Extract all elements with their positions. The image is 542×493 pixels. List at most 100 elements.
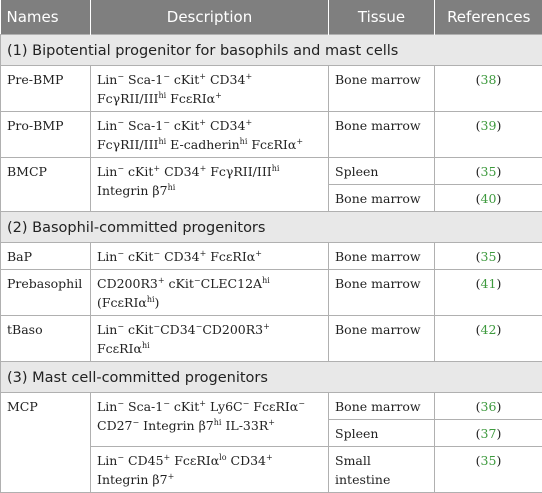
cell-reference: (35)	[435, 243, 542, 270]
marker-text: cKit	[124, 249, 153, 264]
cell-description: Lin− Sca-1− cKit+ Ly6C− FcεRIα− CD27− In…	[91, 393, 329, 447]
marker-superscript: +	[255, 249, 262, 258]
reference-link[interactable]: 36	[481, 399, 497, 414]
reference-link[interactable]: 37	[481, 426, 497, 441]
marker-superscript: +	[266, 453, 273, 462]
marker-text: cKit	[165, 276, 194, 291]
cell-reference: (35)	[435, 447, 542, 493]
marker-text: cKit	[124, 322, 153, 337]
marker-text: Lin	[97, 164, 117, 179]
reference-link[interactable]: 41	[481, 276, 497, 291]
marker-text: cKit	[170, 118, 199, 133]
marker-text: Integrin β7	[97, 183, 168, 198]
marker-text: FcεRIα	[170, 453, 219, 468]
marker-text: cKit	[124, 164, 153, 179]
marker-text: CD34	[206, 118, 245, 133]
cell-reference: (36)	[435, 393, 542, 420]
marker-text: FcεRIα	[247, 137, 296, 152]
table-row: Pre-BMP Lin− Sca-1− cKit+ CD34+ FcγRII/I…	[1, 66, 542, 112]
marker-text: CLEC12A	[201, 276, 263, 291]
marker-superscript: +	[215, 91, 222, 100]
cell-description: Lin− CD45+ FcεRIαlo CD34+ Integrin β7+	[91, 447, 329, 493]
marker-text: CD34	[160, 164, 199, 179]
marker-text: Sca-1	[124, 72, 163, 87]
cell-reference: (38)	[435, 66, 542, 112]
marker-text: Sca-1	[124, 118, 163, 133]
header-tissue: Tissue	[329, 0, 435, 35]
header-description: Description	[91, 0, 329, 35]
cell-name: MCP	[1, 393, 91, 493]
reference-link[interactable]: 38	[481, 72, 497, 87]
reference-link[interactable]: 39	[481, 118, 497, 133]
marker-text: FcεRIα	[166, 91, 215, 106]
cell-description: Lin− cKit+ CD34+ FcγRII/IIIhi Integrin β…	[91, 158, 329, 212]
marker-superscript: hi	[272, 164, 280, 173]
marker-text: Lin	[97, 249, 117, 264]
cell-reference: (37)	[435, 420, 542, 447]
cell-reference: (39)	[435, 112, 542, 158]
marker-superscript: −	[163, 72, 170, 81]
marker-superscript: +	[268, 418, 275, 427]
marker-text: cKit	[170, 399, 199, 414]
marker-text: E-cadherin	[166, 137, 239, 152]
reference-link[interactable]: 35	[481, 164, 497, 179]
marker-text: FcγRII/III	[206, 164, 271, 179]
marker-superscript: hi	[142, 341, 150, 350]
section-row: (1) Bipotential progenitor for basophils…	[1, 35, 542, 66]
marker-superscript: −	[194, 276, 201, 285]
reference-link[interactable]: 35	[481, 249, 497, 264]
marker-superscript: +	[263, 322, 270, 331]
marker-text: CD34	[160, 322, 196, 337]
cell-description: CD200R3+ cKit−CLEC12Ahi (FcεRIαhi)	[91, 270, 329, 316]
cell-tissue: Small intestine	[329, 447, 435, 493]
marker-superscript: −	[163, 118, 170, 127]
marker-text: CD200R3	[97, 276, 158, 291]
marker-text: (FcεRIα	[97, 295, 147, 310]
cell-tissue: Spleen	[329, 158, 435, 185]
marker-superscript: +	[296, 137, 303, 146]
cell-tissue: Bone marrow	[329, 316, 435, 362]
header-names: Names	[1, 0, 91, 35]
marker-text: FcγRII/III	[97, 137, 158, 152]
section-title: (3) Mast cell-committed progenitors	[1, 362, 542, 393]
cell-tissue: Bone marrow	[329, 243, 435, 270]
section-title: (1) Bipotential progenitor for basophils…	[1, 35, 542, 66]
marker-text: Lin	[97, 118, 117, 133]
marker-superscript: +	[245, 72, 252, 81]
marker-text: Sca-1	[124, 399, 163, 414]
cell-reference: (35)	[435, 158, 542, 185]
cell-reference: (41)	[435, 270, 542, 316]
marker-superscript: +	[199, 118, 206, 127]
cell-tissue: Bone marrow	[329, 112, 435, 158]
marker-text: CD34	[227, 453, 266, 468]
cell-tissue: Spleen	[329, 420, 435, 447]
marker-superscript: lo	[219, 453, 226, 462]
cell-name: Pre-BMP	[1, 66, 91, 112]
reference-link[interactable]: 35	[481, 453, 497, 468]
marker-text: CD34	[206, 72, 245, 87]
reference-link[interactable]: 42	[481, 322, 497, 337]
marker-superscript: +	[199, 399, 206, 408]
marker-text: cKit	[170, 72, 199, 87]
reference-link[interactable]: 40	[481, 191, 497, 206]
marker-text: FcγRII/III	[97, 91, 158, 106]
marker-superscript: hi	[168, 183, 176, 192]
table-row: Pro-BMP Lin− Sca-1− cKit+ CD34+ FcγRII/I…	[1, 112, 542, 158]
marker-text: FcεRIα	[206, 249, 255, 264]
marker-text: Lin	[97, 72, 117, 87]
cell-tissue: Bone marrow	[329, 270, 435, 316]
section-row: (2) Basophil-committed progenitors	[1, 212, 542, 243]
marker-superscript: hi	[262, 276, 270, 285]
cell-name: Pro-BMP	[1, 112, 91, 158]
table-row: Prebasophil CD200R3+ cKit−CLEC12Ahi (Fcε…	[1, 270, 542, 316]
table-row: BMCP Lin− cKit+ CD34+ FcγRII/IIIhi Integ…	[1, 158, 542, 185]
header-row: Names Description Tissue References	[1, 0, 542, 35]
marker-text: Lin	[97, 453, 117, 468]
marker-text: CD27	[97, 418, 133, 433]
marker-text: Integrin β7	[139, 418, 214, 433]
header-references: References	[435, 0, 542, 35]
cell-tissue: Bone marrow	[329, 185, 435, 212]
marker-text: CD200R3	[202, 322, 263, 337]
marker-text: )	[155, 295, 160, 310]
